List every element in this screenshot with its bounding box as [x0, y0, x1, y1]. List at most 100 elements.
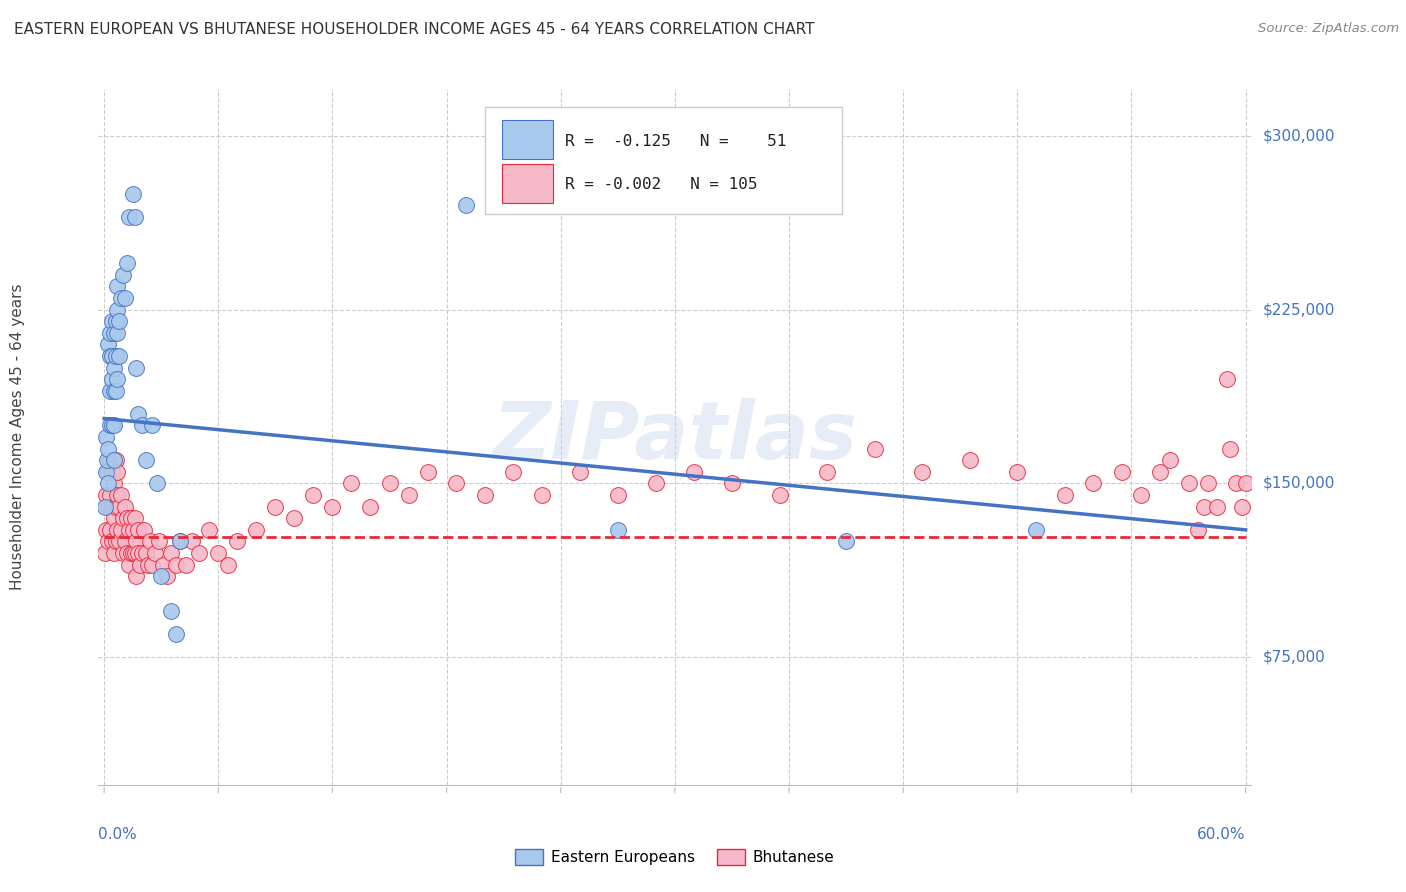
FancyBboxPatch shape [502, 120, 553, 159]
Point [136, 558, 159, 572]
Point [103, 360, 125, 375]
Point [107, 279, 129, 293]
Point [110, 488, 132, 502]
Point [135, 453, 157, 467]
Point [502, 465, 524, 479]
Point [1192, 500, 1215, 514]
Point [165, 627, 187, 641]
Point [118, 523, 141, 537]
Point [108, 349, 131, 363]
Point [378, 476, 401, 491]
Point [1230, 500, 1253, 514]
Point [112, 268, 135, 282]
Point [100, 465, 122, 479]
Text: Householder Income Ages 45 - 64 years: Householder Income Ages 45 - 64 years [10, 284, 25, 591]
Point [207, 546, 229, 560]
Point [416, 465, 439, 479]
Legend: Eastern Europeans, Bhutanese: Eastern Europeans, Bhutanese [509, 843, 841, 871]
Point [1215, 372, 1237, 386]
Point [768, 488, 790, 502]
FancyBboxPatch shape [485, 106, 842, 214]
Point [97, 500, 120, 514]
Point [94, 465, 117, 479]
Point [104, 384, 127, 398]
Point [97, 534, 120, 549]
Point [1177, 476, 1199, 491]
Point [120, 511, 142, 525]
Point [197, 523, 219, 537]
Text: Source: ZipAtlas.com: Source: ZipAtlas.com [1258, 22, 1399, 36]
Point [121, 186, 143, 201]
Text: R = -0.002   N = 105: R = -0.002 N = 105 [565, 177, 758, 192]
Text: $150,000: $150,000 [1263, 476, 1334, 491]
Text: $225,000: $225,000 [1263, 302, 1334, 317]
Point [188, 546, 211, 560]
Point [169, 534, 191, 549]
Point [103, 384, 125, 398]
Point [107, 465, 129, 479]
Point [340, 476, 363, 491]
Point [139, 534, 162, 549]
Point [103, 511, 125, 525]
Text: EASTERN EUROPEAN VS BHUTANESE HOUSEHOLDER INCOME AGES 45 - 64 YEARS CORRELATION : EASTERN EUROPEAN VS BHUTANESE HOUSEHOLDE… [14, 22, 814, 37]
Point [97, 465, 120, 479]
Point [129, 558, 152, 572]
Point [108, 500, 131, 514]
Point [911, 465, 934, 479]
Point [104, 314, 127, 328]
Point [100, 372, 122, 386]
Point [107, 488, 129, 502]
Point [97, 337, 120, 351]
Point [107, 523, 129, 537]
Point [169, 534, 191, 549]
Point [245, 523, 267, 537]
Point [104, 453, 127, 467]
Point [1187, 523, 1209, 537]
Point [94, 488, 117, 502]
Point [530, 198, 553, 212]
Point [606, 523, 628, 537]
Point [1025, 523, 1047, 537]
Point [127, 523, 149, 537]
Point [107, 302, 129, 317]
Point [103, 418, 125, 433]
Point [124, 210, 146, 224]
Point [94, 500, 117, 514]
Point [110, 291, 132, 305]
Point [115, 511, 138, 525]
Point [159, 546, 181, 560]
Text: ZIPatlas: ZIPatlas [492, 398, 858, 476]
Point [124, 511, 146, 525]
Text: 60.0%: 60.0% [1197, 827, 1246, 842]
Point [124, 546, 146, 560]
Text: 0.0%: 0.0% [98, 827, 138, 842]
Point [683, 465, 706, 479]
Point [94, 430, 117, 444]
Point [108, 314, 131, 328]
Point [1007, 465, 1029, 479]
Point [121, 523, 143, 537]
Point [141, 418, 163, 433]
Point [454, 198, 477, 212]
Point [174, 558, 197, 572]
Point [103, 326, 125, 340]
Point [127, 407, 149, 421]
Point [226, 534, 249, 549]
Point [100, 534, 122, 549]
Point [125, 360, 148, 375]
Point [112, 546, 135, 560]
Point [863, 442, 886, 456]
Point [125, 534, 148, 549]
Point [302, 488, 325, 502]
Point [107, 372, 129, 386]
Point [1083, 476, 1105, 491]
Point [96, 453, 118, 467]
Point [115, 546, 138, 560]
Point [835, 534, 858, 549]
Point [474, 488, 496, 502]
Point [94, 546, 117, 560]
Point [104, 534, 127, 549]
Point [721, 476, 744, 491]
Point [1130, 488, 1153, 502]
Point [103, 476, 125, 491]
